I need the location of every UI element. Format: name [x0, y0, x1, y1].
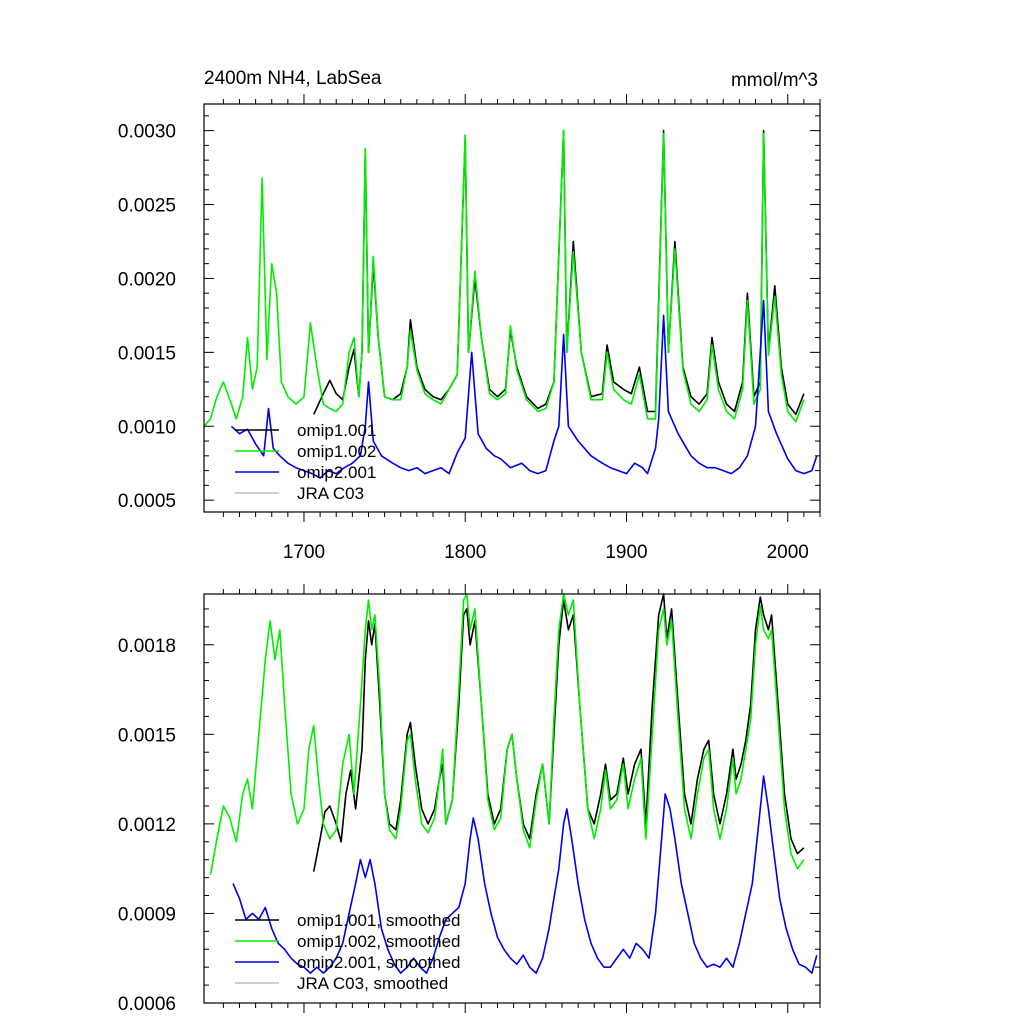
- y-tick-label: 0.0030: [118, 122, 176, 143]
- y-tick-label: 0.0006: [118, 994, 176, 1015]
- x-tick-label: 1800: [444, 542, 486, 563]
- chart-title: 2400m NH4, LabSea: [204, 68, 382, 89]
- y-tick-label: 0.0020: [118, 269, 176, 290]
- series-line-2: [230, 299, 818, 479]
- x-tick-label: 1900: [605, 542, 647, 563]
- legend-label: omip2.001, smoothed: [297, 953, 461, 972]
- legend-label: omip1.002: [297, 442, 376, 461]
- y-tick-label: 0.0005: [118, 491, 176, 512]
- y-tick-label: 0.0010: [118, 417, 176, 438]
- legend-label: JRA C03: [297, 484, 364, 503]
- series-line-2: [232, 775, 818, 974]
- y-tick-label: 0.0018: [118, 636, 176, 657]
- y-tick-label: 0.0015: [118, 343, 176, 364]
- top-panel: 1700 1800 1900 2000 0.0005 0.0010 0.0015 0.0020…: [118, 94, 821, 563]
- y-tick-label: 0.0015: [118, 725, 176, 746]
- x-tick-label: 2000: [767, 542, 809, 563]
- plot-frame: [203, 593, 821, 1004]
- y-tick-label: 0.0009: [118, 904, 176, 925]
- chart-units: mmol/m^3: [731, 70, 818, 91]
- series-line-1: [209, 593, 805, 875]
- legend-label: omip1.001, smoothed: [297, 911, 461, 930]
- series-line-1: [203, 129, 805, 427]
- bottom-panel: 0.0006 0.0009 0.0012 0.0015 0.0018 omip1.001,…: [118, 584, 821, 1015]
- legend-label: omip2.001: [297, 463, 376, 482]
- legend-label: omip1.002, smoothed: [297, 932, 461, 951]
- y-tick-label: 0.0025: [118, 196, 176, 217]
- y-tick-label: 0.0012: [118, 815, 176, 836]
- x-tick-label: 1700: [283, 542, 325, 563]
- legend-label: omip1.001: [297, 421, 376, 440]
- legend-label: JRA C03, smoothed: [297, 974, 448, 993]
